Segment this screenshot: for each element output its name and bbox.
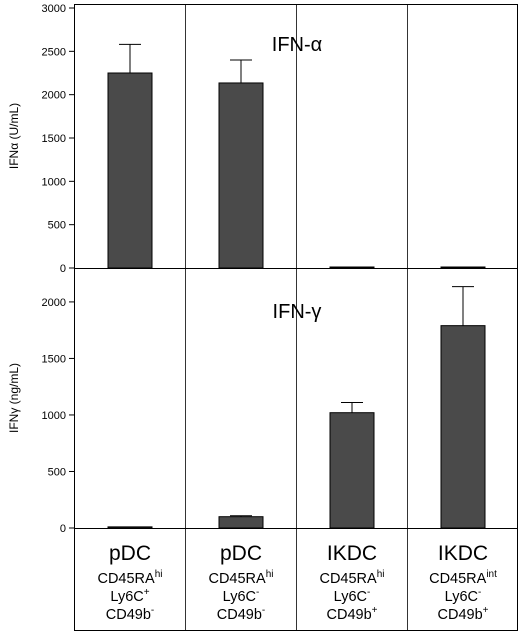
ifn-alpha-bar — [218, 82, 264, 269]
category-cell-type: IKDC — [327, 542, 377, 565]
ifn-gamma-title: IFN-γ — [273, 301, 322, 323]
category-marker-3: CD49b+ — [327, 605, 378, 623]
category-label-3: IKDC CD45RAhi Ly6C- CD49b+ — [319, 542, 384, 623]
ifn-alpha-y-tick-label: 500 — [48, 220, 66, 232]
category-cell-type: pDC — [109, 542, 151, 565]
category-label-4: IKDC CD45RAint Ly6C- CD49b+ — [429, 542, 497, 623]
ifn-alpha-y-tick-label: 3000 — [42, 3, 66, 15]
ifn-alpha-y-axis-label: IFNα (U/mL) — [7, 103, 21, 169]
category-cell-type: pDC — [220, 542, 262, 565]
category-marker-1: CD45RAhi — [97, 569, 162, 587]
ifn-gamma-y-tick-label: 2000 — [42, 297, 66, 309]
ifn-alpha-y-tick-label: 2500 — [42, 46, 66, 58]
ifn-alpha-y-tick-label: 2000 — [42, 90, 66, 102]
category-labels: pDC CD45RAhi Ly6C+ CD49b- pDC CD45RAhi L… — [97, 542, 497, 623]
ifn-alpha-panel: IFN-α IFNα (U/mL) 0 500 1000 1500 2000 2500 30… — [7, 3, 486, 275]
ifn-gamma-y-tick-label: 500 — [48, 466, 66, 478]
ifn-alpha-y-tick-label: 0 — [60, 263, 66, 275]
category-label-1: pDC CD45RAhi Ly6C+ CD49b- — [97, 542, 162, 623]
ifn-alpha-y-tick-label: 1000 — [42, 176, 66, 188]
ifn-alpha-y-axis: 0 500 1000 1500 2000 2500 3000 — [42, 3, 74, 275]
ifn-alpha-bar — [107, 72, 153, 269]
category-marker-1: CD45RAhi — [208, 569, 273, 587]
ifn-gamma-bars — [107, 286, 486, 529]
category-marker-2: Ly6C- — [445, 587, 482, 605]
ifn-alpha-bars — [107, 43, 486, 269]
ifn-alpha-y-tick-label: 1500 — [42, 133, 66, 145]
ifn-gamma-y-tick-label: 0 — [60, 523, 66, 535]
ifn-gamma-y-axis-label: IFNγ (ng/mL) — [7, 363, 21, 433]
ifn-gamma-bar — [218, 516, 264, 529]
category-marker-3: CD49b+ — [438, 605, 489, 623]
category-label-2: pDC CD45RAhi Ly6C- CD49b- — [208, 542, 273, 623]
ifn-alpha-title: IFN-α — [272, 34, 322, 56]
ifn-gamma-bar — [440, 325, 486, 529]
ifn-gamma-y-axis: 0 500 1000 1500 2000 — [42, 297, 74, 535]
category-marker-1: CD45RAhi — [319, 569, 384, 587]
category-marker-2: Ly6C+ — [110, 587, 149, 605]
category-cell-type: IKDC — [438, 542, 488, 565]
ifn-gamma-bar — [107, 526, 153, 529]
category-marker-1: CD45RAint — [429, 569, 497, 587]
category-marker-2: Ly6C- — [223, 587, 260, 605]
ifn-gamma-panel: IFN-γ IFNγ (ng/mL) 0 500 1000 1500 2000 — [7, 286, 486, 535]
category-marker-2: Ly6C- — [334, 587, 371, 605]
ifn-gamma-y-tick-label: 1000 — [42, 410, 66, 422]
ifn-alpha-bar — [440, 266, 486, 269]
ifn-gamma-bar — [329, 412, 375, 529]
category-marker-3: CD49b- — [217, 605, 265, 623]
ifn-alpha-bar — [329, 266, 375, 269]
ifn-gamma-y-tick-label: 1500 — [42, 353, 66, 365]
category-marker-3: CD49b- — [106, 605, 154, 623]
